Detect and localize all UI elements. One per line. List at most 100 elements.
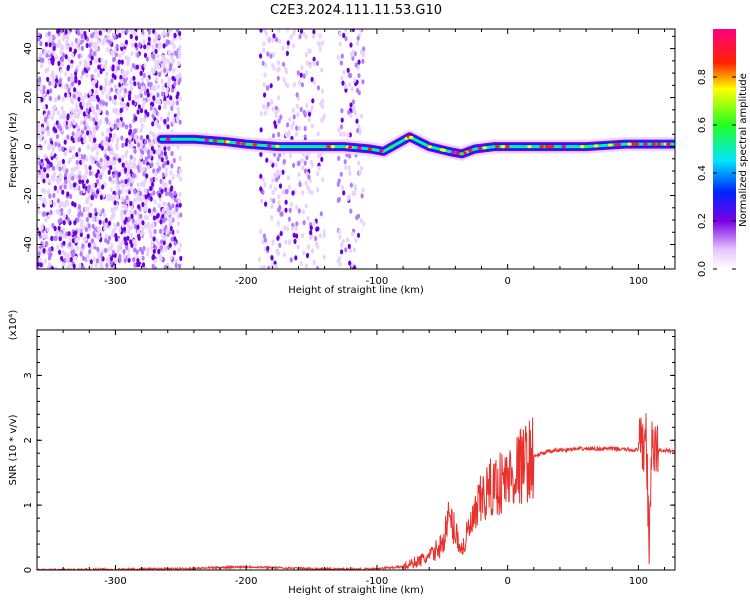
- noise-speckle: [162, 240, 166, 246]
- noise-speckle: [261, 60, 265, 66]
- noise-speckle: [177, 49, 181, 55]
- noise-speckle: [296, 161, 300, 167]
- noise-speckle: [113, 200, 117, 206]
- noise-speckle: [361, 79, 365, 85]
- noise-speckle: [350, 231, 355, 237]
- noise-speckle: [157, 64, 161, 70]
- noise-speckle: [150, 244, 154, 250]
- noise-speckle: [82, 224, 86, 231]
- noise-speckle: [142, 166, 146, 172]
- noise-speckle: [104, 247, 108, 253]
- noise-speckle: [79, 159, 83, 165]
- noise-speckle: [277, 200, 281, 206]
- noise-speckle: [87, 65, 91, 72]
- noise-speckle: [285, 226, 290, 232]
- noise-speckle: [58, 231, 63, 237]
- noise-speckle: [348, 170, 352, 176]
- noise-speckle: [64, 71, 68, 77]
- noise-speckle: [146, 221, 151, 227]
- noise-speckle: [115, 138, 119, 145]
- x-tick-label: -300: [104, 576, 127, 587]
- noise-speckle: [132, 75, 136, 81]
- noise-speckle: [278, 38, 282, 44]
- noise-speckle: [276, 251, 281, 257]
- noise-speckle: [98, 57, 102, 63]
- noise-speckle: [301, 209, 305, 215]
- noise-speckle: [133, 247, 137, 253]
- noise-speckle: [110, 207, 114, 213]
- noise-speckle: [56, 198, 61, 204]
- doppler-hotspot: [220, 139, 225, 143]
- noise-speckle: [270, 215, 274, 221]
- noise-speckle: [347, 72, 351, 78]
- noise-speckle: [165, 41, 169, 47]
- noise-speckle: [136, 258, 140, 264]
- noise-speckle: [336, 181, 340, 187]
- noise-speckle: [82, 111, 86, 117]
- noise-speckle: [127, 229, 131, 235]
- noise-speckle: [259, 29, 263, 33]
- noise-speckle: [124, 159, 128, 165]
- noise-speckle: [107, 255, 111, 261]
- noise-speckle: [262, 41, 266, 47]
- noise-speckle: [86, 144, 90, 150]
- noise-speckle: [257, 256, 261, 262]
- noise-speckle: [308, 63, 312, 69]
- noise-speckle: [71, 52, 75, 58]
- noise-speckle: [64, 29, 68, 35]
- noise-speckle: [349, 112, 353, 118]
- noise-speckle: [160, 150, 164, 156]
- noise-speckle: [339, 124, 344, 130]
- y-tick-label: -20: [23, 187, 34, 203]
- noise-speckle: [97, 209, 102, 215]
- noise-speckle: [154, 119, 158, 125]
- noise-speckle: [344, 36, 348, 42]
- noise-speckle: [95, 150, 100, 156]
- noise-speckle: [166, 58, 170, 64]
- noise-speckle: [264, 31, 268, 37]
- noise-speckle: [70, 97, 74, 104]
- noise-speckle: [141, 220, 145, 226]
- noise-speckle: [348, 153, 352, 159]
- noise-speckle: [164, 191, 169, 197]
- noise-speckle: [136, 224, 140, 230]
- noise-speckle: [339, 131, 343, 137]
- noise-speckle: [67, 87, 71, 93]
- noise-speckle: [129, 80, 133, 86]
- noise-speckle: [276, 95, 281, 101]
- noise-speckle: [58, 166, 62, 172]
- noise-speckle: [151, 253, 155, 260]
- doppler-hotspot: [505, 145, 510, 149]
- noise-speckle: [148, 141, 152, 147]
- noise-speckle: [346, 196, 350, 202]
- noise-speckle: [271, 240, 275, 246]
- noise-speckle: [115, 183, 119, 189]
- doppler-hotspot: [408, 135, 414, 140]
- noise-speckle: [270, 203, 274, 210]
- noise-speckle: [72, 263, 76, 269]
- noise-speckle: [42, 233, 46, 239]
- doppler-hotspot: [468, 149, 473, 153]
- noise-speckle: [169, 187, 173, 193]
- noise-speckle: [292, 114, 296, 120]
- noise-speckle: [83, 134, 87, 140]
- noise-speckle: [163, 100, 167, 106]
- noise-speckle: [62, 240, 66, 246]
- noise-speckle: [340, 249, 344, 255]
- noise-speckle: [68, 121, 72, 127]
- noise-speckle: [341, 238, 345, 244]
- noise-speckle: [113, 160, 117, 166]
- noise-speckle: [303, 125, 307, 132]
- noise-speckle: [77, 30, 81, 36]
- noise-speckle: [293, 29, 297, 33]
- noise-speckle: [46, 227, 51, 233]
- noise-speckle: [289, 34, 293, 40]
- noise-speckle: [50, 155, 54, 161]
- noise-speckle: [124, 124, 129, 130]
- noise-speckle: [142, 72, 146, 78]
- noise-speckle: [266, 36, 270, 43]
- noise-speckle: [285, 50, 289, 57]
- noise-speckle: [73, 166, 77, 172]
- noise-speckle: [149, 101, 154, 107]
- noise-speckle: [127, 257, 131, 263]
